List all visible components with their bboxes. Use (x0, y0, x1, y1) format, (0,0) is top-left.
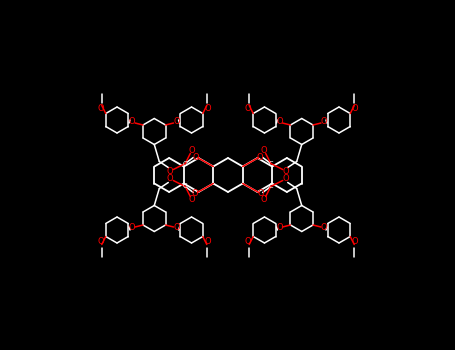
Text: O: O (189, 146, 196, 155)
Text: O: O (276, 224, 283, 232)
Text: O: O (245, 104, 252, 113)
Text: O: O (321, 118, 327, 126)
Text: O: O (352, 104, 359, 113)
Text: O: O (97, 237, 104, 246)
Text: O: O (276, 118, 283, 126)
Text: O: O (167, 174, 174, 183)
Text: O: O (245, 237, 252, 246)
Text: C: C (268, 183, 273, 189)
Text: O: O (260, 195, 267, 204)
Text: C: C (268, 161, 273, 167)
Text: O: O (193, 153, 200, 162)
Text: O: O (321, 224, 327, 232)
Text: C: C (183, 183, 187, 189)
Text: C: C (183, 161, 187, 167)
Text: O: O (129, 224, 135, 232)
Text: O: O (167, 167, 174, 176)
Text: O: O (173, 224, 180, 232)
Text: O: O (192, 189, 198, 198)
Text: O: O (352, 237, 359, 246)
Text: O: O (173, 118, 180, 126)
Text: O: O (204, 237, 211, 246)
Text: O: O (260, 146, 267, 155)
Text: O: O (283, 174, 289, 183)
Text: O: O (283, 167, 289, 176)
Text: O: O (129, 118, 135, 126)
Text: O: O (257, 153, 263, 162)
Text: O: O (258, 189, 264, 198)
Text: O: O (189, 195, 196, 204)
Text: O: O (97, 104, 104, 113)
Text: O: O (204, 104, 211, 113)
